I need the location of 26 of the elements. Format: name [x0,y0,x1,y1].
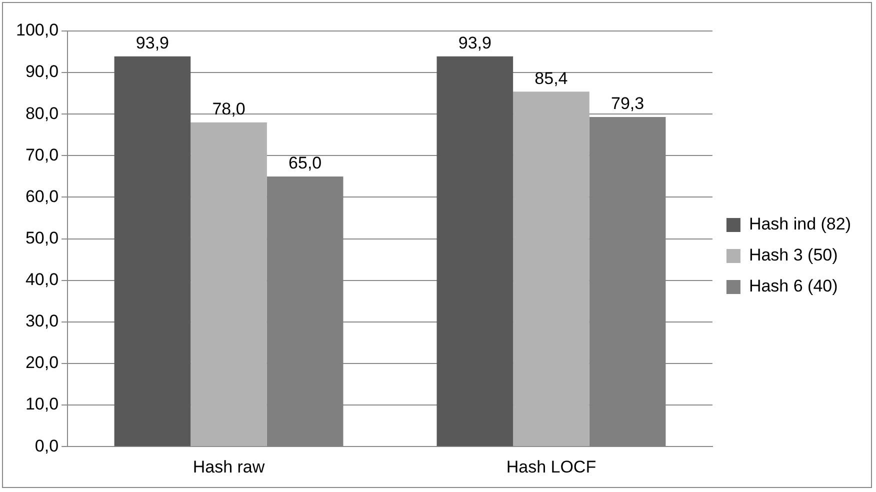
y-tick-label: 20,0 [25,353,59,372]
x-tick-label: Hash LOCF [506,457,596,476]
y-tick-label: 0,0 [34,436,59,456]
data-label: 65,0 [288,154,322,173]
x-tick-label: Hash raw [192,457,266,476]
y-tick-label: 30,0 [25,312,59,331]
y-tick-label: 70,0 [25,145,59,164]
bar [436,56,514,446]
y-tick-label: 90,0 [25,62,59,82]
y-tick-label: 80,0 [25,104,59,123]
data-label: 85,4 [534,68,568,88]
legend-label: Hash ind (82) [748,214,852,234]
bar [114,56,191,446]
legend-label: Hash 3 (50) [748,246,838,265]
y-tick-label: 60,0 [25,186,59,206]
data-label: 93,9 [458,34,492,53]
y-tick-label: 100,0 [16,20,59,40]
data-label: 93,9 [136,34,169,53]
y-tick-label: 40,0 [25,270,59,290]
bar [513,92,590,446]
y-tick-label: 50,0 [25,228,59,248]
legend-label: Hash 6 (40) [748,276,838,296]
y-tick-label: 10,0 [25,394,59,414]
data-label: 78,0 [212,100,246,119]
bar [190,122,267,446]
data-label: 79,3 [610,94,644,114]
